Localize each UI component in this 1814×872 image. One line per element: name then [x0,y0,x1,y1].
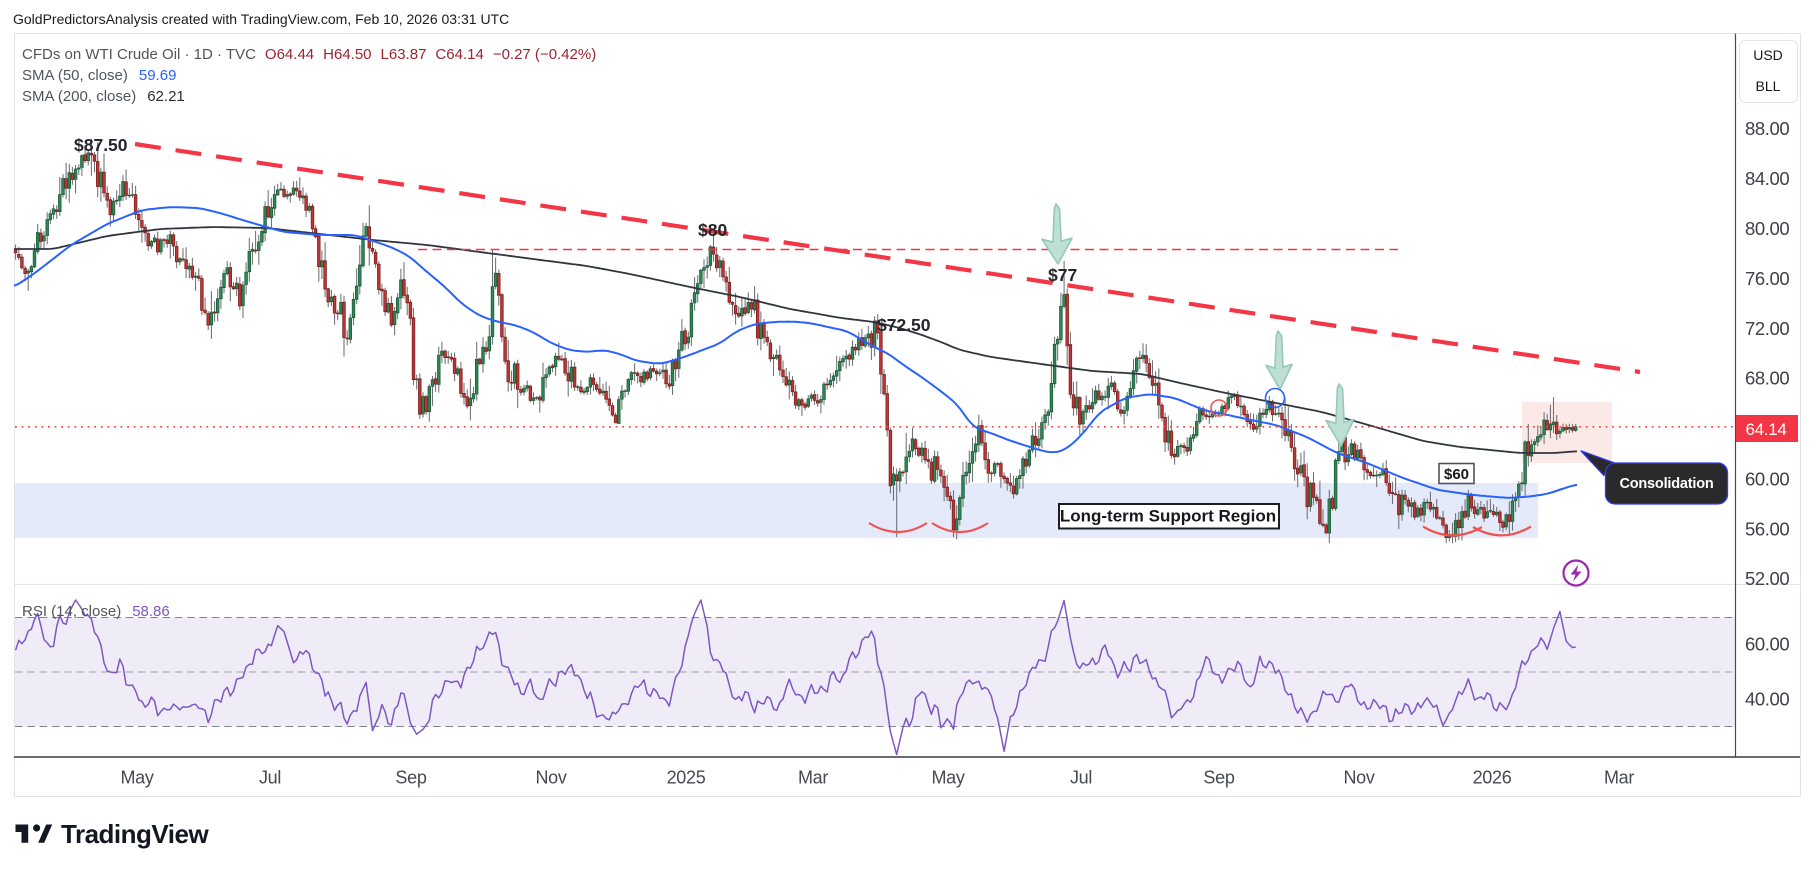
svg-text:Consolidation: Consolidation [1619,476,1713,492]
svg-text:BLL: BLL [1756,78,1781,94]
svg-text:$60: $60 [1444,466,1469,483]
svg-text:88.00: 88.00 [1745,118,1789,139]
svg-text:Jul: Jul [1070,768,1092,788]
svg-text:$72.50: $72.50 [877,315,931,335]
svg-text:SMA (50, close)59.69: SMA (50, close) 59.69 [22,67,176,84]
svg-text:$77: $77 [1048,265,1077,285]
svg-text:72.00: 72.00 [1745,318,1789,339]
svg-text:60.00: 60.00 [1745,469,1789,490]
svg-text:84.00: 84.00 [1745,168,1789,189]
svg-text:Mar: Mar [1604,768,1634,788]
svg-text:40.00: 40.00 [1745,689,1789,710]
svg-text:CFDs on WTI Crude Oil · 1D · T: CFDs on WTI Crude Oil · 1D · TVC O64.44 H6… [22,46,596,63]
svg-text:Sep: Sep [395,768,426,788]
svg-text:2026: 2026 [1473,768,1512,788]
svg-text:68.00: 68.00 [1745,368,1789,389]
svg-text:64.14: 64.14 [1745,420,1786,439]
svg-text:Long-term Support Region: Long-term Support Region [1060,507,1276,526]
svg-text:May: May [120,768,153,788]
svg-text:SMA (200, close)62.21: SMA (200, close) 62.21 [22,88,185,105]
svg-text:Sep: Sep [1203,768,1234,788]
svg-text:GoldPredictorsAnalysis created: GoldPredictorsAnalysis created with Trad… [13,11,509,27]
svg-text:RSI (14, close)58.86: RSI (14, close) 58.86 [22,603,170,620]
svg-text:USD: USD [1753,47,1783,63]
svg-text:$87.50: $87.50 [74,135,128,155]
svg-text:60.00: 60.00 [1745,634,1789,655]
svg-text:Nov: Nov [535,768,566,788]
svg-text:2025: 2025 [667,768,706,788]
svg-text:56.00: 56.00 [1745,519,1789,540]
svg-text:Jul: Jul [259,768,281,788]
svg-text:Mar: Mar [798,768,828,788]
svg-text:Nov: Nov [1343,768,1374,788]
svg-text:80.00: 80.00 [1745,218,1789,239]
svg-text:May: May [931,768,964,788]
svg-text:52.00: 52.00 [1745,568,1789,589]
svg-text:76.00: 76.00 [1745,268,1789,289]
svg-text:TradingView: TradingView [61,819,209,849]
svg-text:$80: $80 [698,220,727,240]
